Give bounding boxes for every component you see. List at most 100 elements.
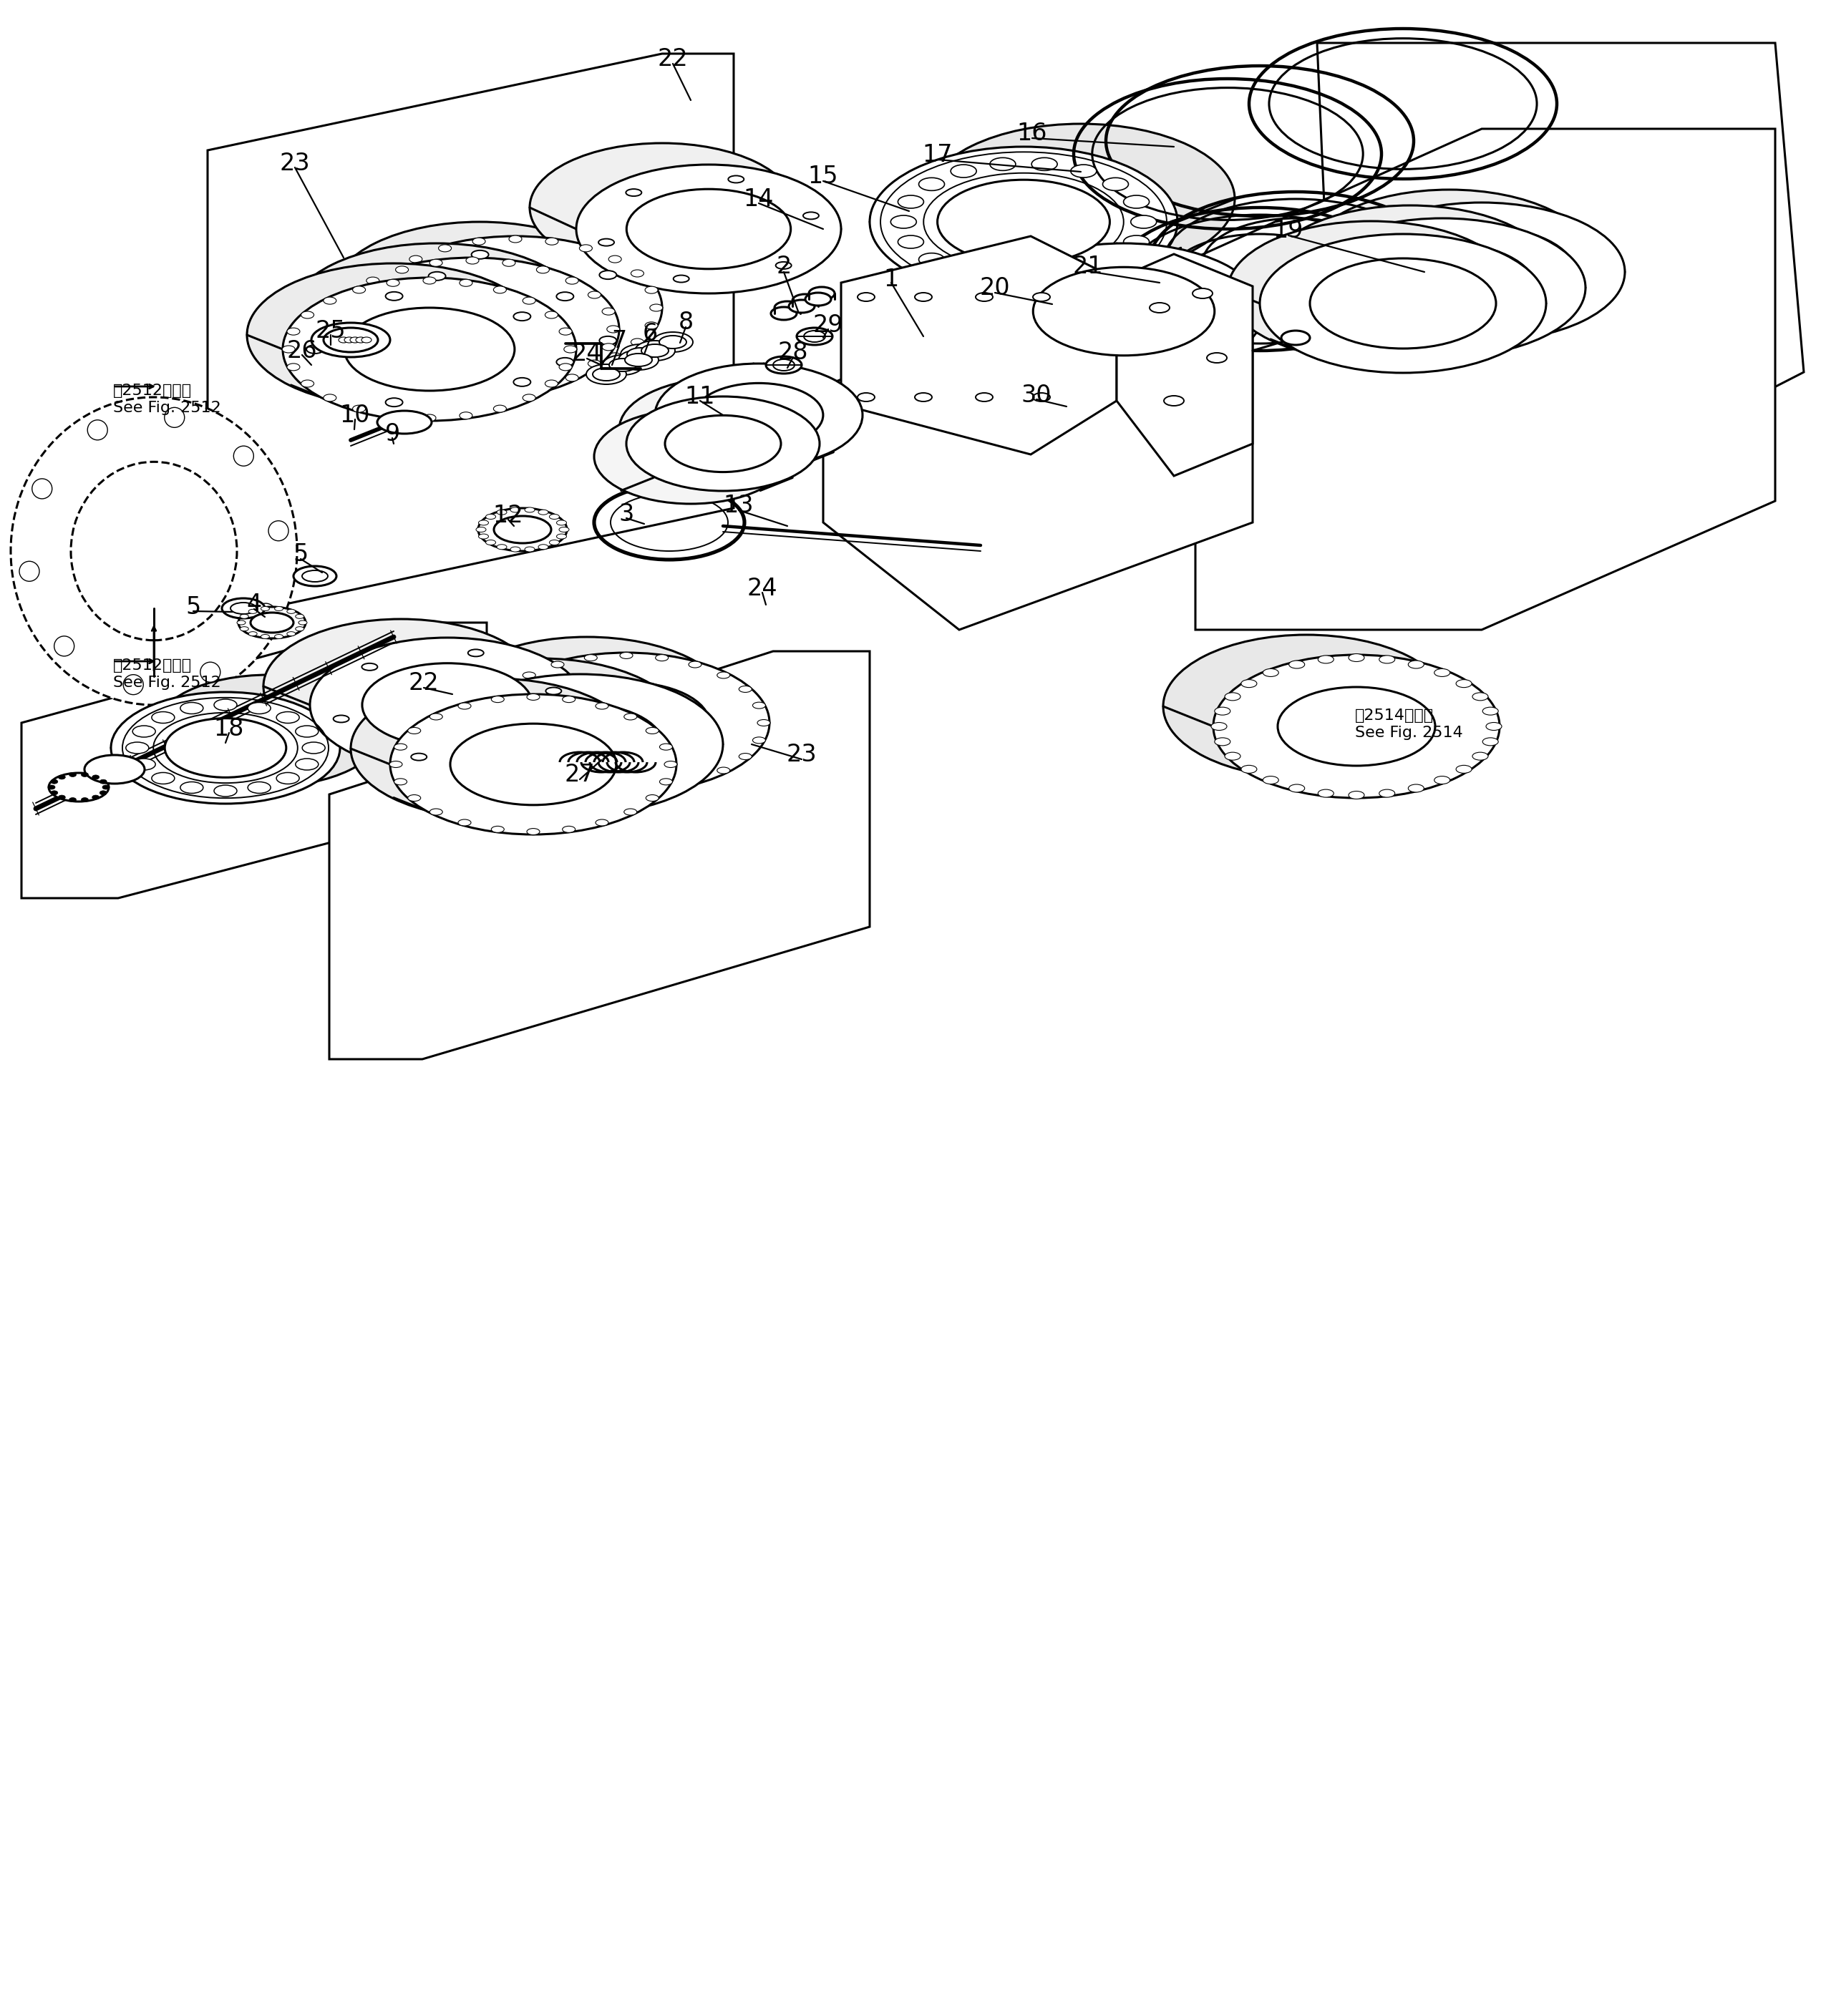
Ellipse shape <box>557 357 573 367</box>
Text: 8: 8 <box>677 310 694 335</box>
Ellipse shape <box>387 288 557 371</box>
Text: 4: 4 <box>247 593 261 617</box>
Text: 10: 10 <box>340 403 371 427</box>
Ellipse shape <box>100 790 108 794</box>
Ellipse shape <box>752 702 765 708</box>
Ellipse shape <box>1289 784 1306 792</box>
Ellipse shape <box>809 286 834 300</box>
Ellipse shape <box>951 266 977 278</box>
Ellipse shape <box>1070 165 1096 177</box>
Ellipse shape <box>276 712 299 724</box>
Text: 5: 5 <box>292 542 309 566</box>
Ellipse shape <box>665 415 782 472</box>
Ellipse shape <box>283 345 296 353</box>
Ellipse shape <box>1433 776 1450 784</box>
Text: 15: 15 <box>807 165 838 190</box>
Ellipse shape <box>296 726 318 738</box>
Ellipse shape <box>564 345 577 353</box>
Ellipse shape <box>477 526 486 532</box>
Ellipse shape <box>1070 266 1096 278</box>
Text: 23: 23 <box>787 744 816 766</box>
Ellipse shape <box>524 508 535 512</box>
Ellipse shape <box>740 685 752 691</box>
Text: 13: 13 <box>723 494 754 518</box>
Ellipse shape <box>659 335 687 349</box>
Ellipse shape <box>223 599 265 619</box>
Ellipse shape <box>133 726 155 738</box>
Text: 24: 24 <box>572 343 603 367</box>
Ellipse shape <box>1034 266 1214 355</box>
Ellipse shape <box>1123 236 1149 248</box>
Ellipse shape <box>466 395 478 401</box>
Ellipse shape <box>230 603 256 615</box>
Ellipse shape <box>1034 393 1050 401</box>
Ellipse shape <box>214 784 237 796</box>
Ellipse shape <box>429 714 442 720</box>
Ellipse shape <box>58 794 66 800</box>
Ellipse shape <box>502 391 515 399</box>
Ellipse shape <box>214 700 237 710</box>
Ellipse shape <box>471 357 489 365</box>
Polygon shape <box>842 236 1118 454</box>
Text: 3: 3 <box>619 502 634 526</box>
Ellipse shape <box>323 296 336 304</box>
Ellipse shape <box>473 238 486 246</box>
Ellipse shape <box>635 341 676 361</box>
Ellipse shape <box>1242 679 1256 687</box>
Ellipse shape <box>603 308 615 314</box>
Ellipse shape <box>659 744 672 750</box>
Ellipse shape <box>398 659 683 798</box>
Ellipse shape <box>608 256 621 262</box>
Ellipse shape <box>486 540 495 544</box>
Ellipse shape <box>752 738 765 744</box>
Ellipse shape <box>550 540 559 544</box>
Ellipse shape <box>283 278 577 421</box>
Ellipse shape <box>632 270 645 276</box>
Ellipse shape <box>482 720 495 726</box>
Ellipse shape <box>937 179 1110 264</box>
Ellipse shape <box>796 329 833 345</box>
Ellipse shape <box>261 607 270 611</box>
Ellipse shape <box>858 292 875 300</box>
Text: 29: 29 <box>813 312 844 337</box>
Ellipse shape <box>287 329 299 335</box>
Ellipse shape <box>493 516 551 542</box>
Ellipse shape <box>858 393 875 401</box>
Ellipse shape <box>71 462 237 641</box>
Ellipse shape <box>20 560 40 581</box>
Ellipse shape <box>332 222 626 365</box>
Ellipse shape <box>471 250 489 258</box>
Ellipse shape <box>351 679 637 818</box>
Text: 19: 19 <box>1273 220 1304 244</box>
Ellipse shape <box>373 323 385 329</box>
Ellipse shape <box>385 397 404 407</box>
Ellipse shape <box>1379 790 1395 796</box>
Ellipse shape <box>1278 687 1435 766</box>
Ellipse shape <box>429 260 442 266</box>
Ellipse shape <box>513 377 531 387</box>
Ellipse shape <box>126 742 148 754</box>
Ellipse shape <box>621 345 661 365</box>
Ellipse shape <box>451 724 617 804</box>
Ellipse shape <box>530 143 794 272</box>
Ellipse shape <box>11 397 298 706</box>
Text: 6: 6 <box>643 323 657 347</box>
Polygon shape <box>22 623 488 899</box>
Ellipse shape <box>345 308 515 391</box>
Ellipse shape <box>239 615 248 619</box>
Ellipse shape <box>718 671 730 679</box>
Ellipse shape <box>688 778 701 784</box>
Ellipse shape <box>1032 157 1057 171</box>
Ellipse shape <box>1298 218 1585 357</box>
Ellipse shape <box>287 363 299 371</box>
Ellipse shape <box>239 627 248 631</box>
Text: 7: 7 <box>612 329 626 353</box>
Ellipse shape <box>665 762 677 768</box>
Ellipse shape <box>1103 177 1128 192</box>
Text: 28: 28 <box>778 341 809 365</box>
Ellipse shape <box>656 655 668 661</box>
Ellipse shape <box>1455 679 1472 687</box>
Ellipse shape <box>248 631 257 635</box>
Ellipse shape <box>551 661 564 667</box>
Polygon shape <box>1196 129 1775 629</box>
